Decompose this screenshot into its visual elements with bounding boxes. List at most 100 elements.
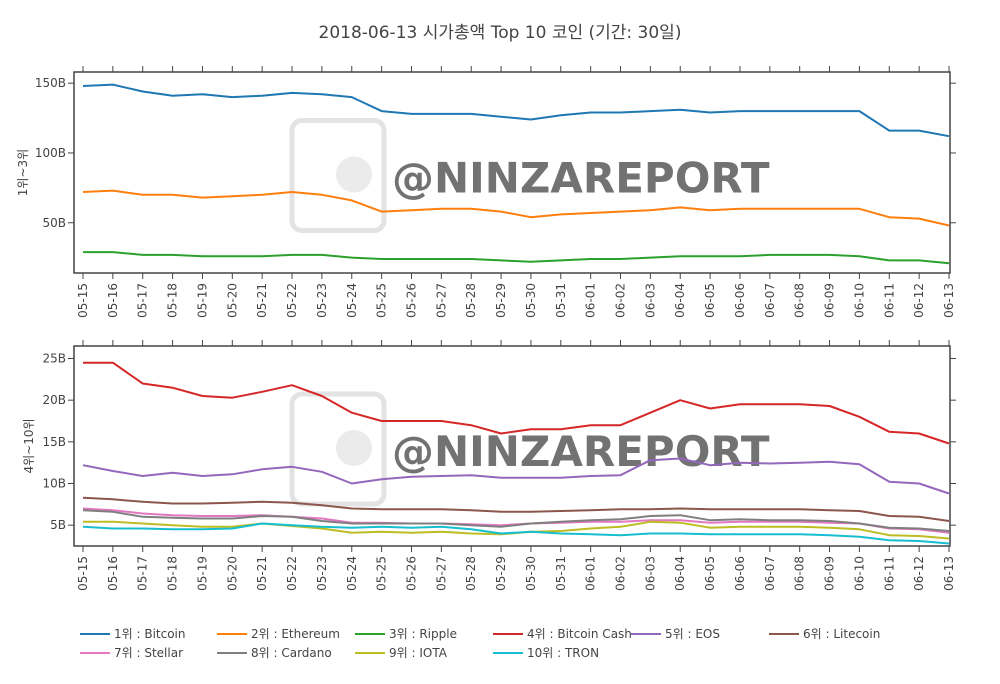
- legend-item: 9위 : IOTA: [355, 646, 448, 660]
- x-tick-label: 05-16: [106, 556, 120, 591]
- x-tick-label: 05-24: [345, 556, 359, 591]
- legend-item: 4위 : Bitcoin Cash: [493, 627, 632, 641]
- x-tick-label: 05-20: [225, 283, 239, 318]
- x-tick-label: 05-24: [345, 283, 359, 318]
- legend-label: 3위 : Ripple: [389, 627, 457, 641]
- x-tick-label: 05-17: [136, 283, 150, 318]
- x-tick-label: 05-27: [434, 556, 448, 591]
- x-tick-label: 05-31: [554, 556, 568, 591]
- legend-label: 8위 : Cardano: [251, 646, 332, 660]
- x-tick-label: 05-26: [404, 556, 418, 591]
- legend-item: 6위 : Litecoin: [769, 627, 880, 641]
- x-tick-label: 05-25: [375, 556, 389, 591]
- x-tick-label: 06-07: [763, 283, 777, 318]
- x-tick-label: 06-08: [793, 556, 807, 591]
- x-tick-label: 06-13: [942, 283, 956, 318]
- series-line-1-2: [82, 496, 950, 522]
- x-tick-label: 05-17: [136, 556, 150, 591]
- x-tick-label: 05-30: [524, 556, 538, 591]
- chart-title: 2018-06-13 시가총액 Top 10 코인 (기간: 30일): [318, 23, 682, 43]
- y-tick-label: 10B: [42, 477, 66, 491]
- x-tick-label: 06-06: [733, 556, 747, 591]
- legend-label: 7위 : Stellar: [114, 646, 183, 660]
- series-line-1-0: [83, 361, 950, 445]
- y-tick-label: 25B: [42, 352, 66, 366]
- legend-label: 9위 : IOTA: [389, 646, 448, 660]
- x-tick-label: 06-11: [882, 556, 896, 591]
- x-tick-label: 06-04: [673, 283, 687, 318]
- x-tick-label: 05-20: [225, 556, 239, 591]
- x-tick-label: 05-23: [315, 283, 329, 318]
- x-tick-label: 06-11: [882, 283, 896, 318]
- x-tick-label: 05-15: [76, 556, 90, 591]
- y-tick-label: 15B: [42, 435, 66, 449]
- y-tick-label: 5B: [50, 518, 66, 532]
- x-tick-label: 06-10: [852, 283, 866, 318]
- x-tick-label: 05-29: [494, 556, 508, 591]
- x-tick-label: 05-25: [375, 283, 389, 318]
- y-tick-label: 20B: [42, 393, 66, 407]
- x-tick-label: 05-22: [285, 283, 299, 318]
- x-tick-label: 05-29: [494, 283, 508, 318]
- x-tick-label: 06-09: [823, 556, 837, 591]
- watermark-text: @NINZAREPORT: [392, 427, 770, 476]
- x-tick-label: 05-28: [464, 283, 478, 318]
- x-tick-label: 05-27: [434, 283, 448, 318]
- x-tick-label: 06-10: [852, 556, 866, 591]
- x-tick-label: 06-12: [912, 283, 926, 318]
- x-tick-label: 06-02: [614, 283, 628, 318]
- watermark-circle: [336, 430, 372, 466]
- series-line-0-1: [82, 189, 950, 227]
- legend-label: 10위 : TRON: [527, 646, 599, 660]
- watermark-frame: [289, 118, 387, 233]
- x-tick-label: 06-09: [823, 283, 837, 318]
- watermark-frame: [289, 391, 387, 507]
- watermark-0: @NINZAREPORT: [289, 118, 770, 233]
- x-tick-label: 06-01: [584, 556, 598, 591]
- x-tick-label: 06-12: [912, 556, 926, 591]
- legend-label: 4위 : Bitcoin Cash: [527, 627, 632, 641]
- legend-item: 2위 : Ethereum: [217, 627, 340, 641]
- x-tick-label: 06-03: [643, 556, 657, 591]
- legend-label: 5위 : EOS: [665, 627, 720, 641]
- x-tick-label: 05-19: [195, 556, 209, 591]
- x-tick-label: 06-05: [703, 283, 717, 318]
- legend-item: 1위 : Bitcoin: [80, 627, 186, 641]
- series-line-1-6: [82, 522, 950, 545]
- x-tick-label: 06-02: [614, 556, 628, 591]
- x-tick-label: 05-15: [76, 283, 90, 318]
- legend-item: 8위 : Cardano: [217, 646, 332, 660]
- plot-frame: [73, 71, 951, 274]
- series-line-1-4: [82, 509, 950, 532]
- x-tick-label: 05-18: [166, 283, 180, 318]
- x-tick-label: 05-31: [554, 283, 568, 318]
- legend-label: 2위 : Ethereum: [251, 627, 340, 641]
- y-tick-label: 100B: [35, 146, 66, 160]
- x-tick-label: 05-21: [255, 283, 269, 318]
- x-tick-label: 06-04: [673, 556, 687, 591]
- series-line-0-2: [83, 251, 950, 265]
- x-tick-label: 05-26: [404, 283, 418, 318]
- y-axis-title: 4위~10위: [22, 418, 36, 473]
- x-tick-label: 06-06: [733, 283, 747, 318]
- legend-item: 7위 : Stellar: [80, 646, 183, 660]
- legend-label: 1위 : Bitcoin: [114, 627, 186, 641]
- x-tick-label: 05-16: [106, 283, 120, 318]
- x-tick-label: 06-05: [703, 556, 717, 591]
- y-tick-label: 150B: [35, 76, 66, 90]
- legend-label: 6위 : Litecoin: [803, 627, 880, 641]
- legend-item: 5위 : EOS: [631, 627, 720, 641]
- x-tick-label: 06-13: [942, 556, 956, 591]
- y-axis-title: 1위~3위: [16, 149, 30, 196]
- watermark-1: @NINZAREPORT: [289, 391, 770, 507]
- series-line-0-0: [82, 83, 950, 138]
- x-tick-label: 05-18: [166, 556, 180, 591]
- x-tick-label: 05-21: [255, 556, 269, 591]
- series-line-1-1: [82, 457, 950, 495]
- watermark-text: @NINZAREPORT: [392, 154, 770, 203]
- watermark-circle: [336, 156, 372, 193]
- x-tick-label: 06-08: [793, 283, 807, 318]
- x-tick-label: 06-03: [643, 283, 657, 318]
